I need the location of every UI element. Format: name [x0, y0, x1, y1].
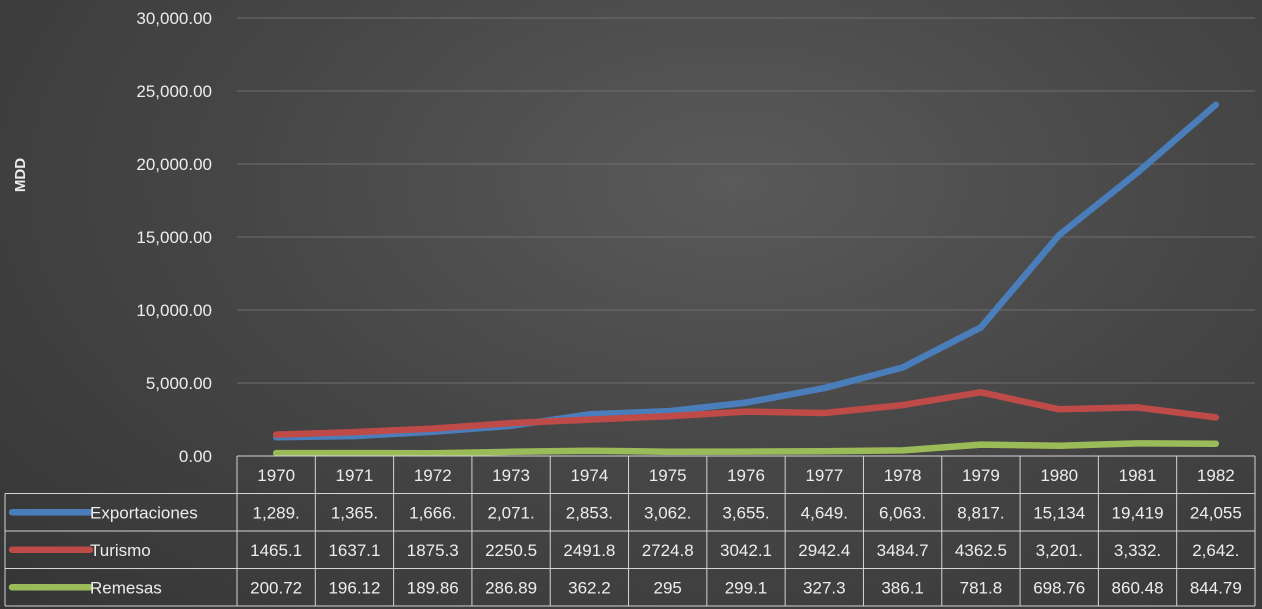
x-tick-label: 1982: [1197, 466, 1235, 485]
x-tick-label: 1976: [727, 466, 765, 485]
table-cell: 1,365.: [331, 503, 378, 522]
table-cell: 1,289.: [253, 503, 300, 522]
table-cell: 3,655.: [722, 503, 769, 522]
table-cell: 2491.8: [563, 541, 615, 560]
x-tick-label: 1975: [649, 466, 687, 485]
table-cell: 4362.5: [955, 541, 1007, 560]
table-cell: 19,419: [1112, 503, 1164, 522]
table-cell: 4,649.: [801, 503, 848, 522]
table-cell: 2,071.: [487, 503, 534, 522]
x-tick-label: 1981: [1119, 466, 1157, 485]
table-cell: 6,063.: [879, 503, 926, 522]
table-cell: 200.72: [250, 578, 302, 597]
table-cell: 781.8: [960, 578, 1003, 597]
y-axis-label: MDD: [12, 158, 29, 192]
series-line-turismo: [272, 389, 1220, 438]
y-axis: 0.00 5,000.00 10,000.00 15,000.00 20,000.00 2…: [136, 9, 212, 466]
legend-label: Remesas: [90, 578, 162, 597]
table-cell: 1637.1: [328, 541, 380, 560]
table-cell: 1,666.: [409, 503, 456, 522]
table-cell: 698.76: [1033, 578, 1085, 597]
x-tick-label: 1972: [414, 466, 452, 485]
table-cell: 2942.4: [798, 541, 850, 560]
x-tick-label: 1977: [805, 466, 843, 485]
y-tick-label: 10,000.00: [136, 301, 212, 320]
table-cell: 3042.1: [720, 541, 772, 560]
y-tick-label: 30,000.00: [136, 9, 212, 28]
series-line-remesas: [272, 440, 1220, 457]
x-tick-label: 1973: [492, 466, 530, 485]
table-cell: 189.86: [407, 578, 459, 597]
table-cell: 8,817.: [957, 503, 1004, 522]
y-tick-label: 15,000.00: [136, 228, 212, 247]
x-tick-label: 1970: [257, 466, 295, 485]
y-tick-label: 5,000.00: [146, 374, 212, 393]
table-cell: 15,134: [1033, 503, 1085, 522]
table-cell: 2250.5: [485, 541, 537, 560]
table-cell: 844.79: [1190, 578, 1242, 597]
table-cell: 24,055: [1190, 503, 1242, 522]
x-tick-label: 1971: [336, 466, 374, 485]
table-cell: 3,332.: [1114, 541, 1161, 560]
table-cell: 2724.8: [642, 541, 694, 560]
y-tick-label: 0.00: [179, 447, 212, 466]
data-table: 1970 1971 1972 1973 1974 1975 1976 1977 1978 1979…: [4, 455, 1256, 607]
table-cell: 196.12: [328, 578, 380, 597]
table-cell: 327.3: [803, 578, 846, 597]
table-cell: 1875.3: [407, 541, 459, 560]
table-cell: 2,853.: [566, 503, 613, 522]
table-cell: 2,642.: [1192, 541, 1239, 560]
y-tick-label: 20,000.00: [136, 155, 212, 174]
table-cell: 362.2: [568, 578, 611, 597]
legend-label: Exportaciones: [90, 503, 198, 522]
table-cell: 386.1: [881, 578, 924, 597]
series-lines: [272, 101, 1220, 457]
x-tick-label: 1978: [884, 466, 922, 485]
x-tick-label: 1980: [1040, 466, 1078, 485]
series-line-exportaciones: [272, 101, 1220, 441]
table-cell: 286.89: [485, 578, 537, 597]
table-cell: 3,201.: [1036, 541, 1083, 560]
table-cell: 860.48: [1112, 578, 1164, 597]
x-tick-label: 1979: [962, 466, 1000, 485]
table-cell: 3,062.: [644, 503, 691, 522]
gridlines: [237, 17, 1255, 384]
table-cell: 3484.7: [877, 541, 929, 560]
x-tick-label: 1974: [570, 466, 608, 485]
legend-label: Turismo: [90, 541, 151, 560]
y-tick-label: 25,000.00: [136, 82, 212, 101]
table-cell: 299.1: [725, 578, 768, 597]
table-cell: 295: [654, 578, 682, 597]
table-cell: 1465.1: [250, 541, 302, 560]
